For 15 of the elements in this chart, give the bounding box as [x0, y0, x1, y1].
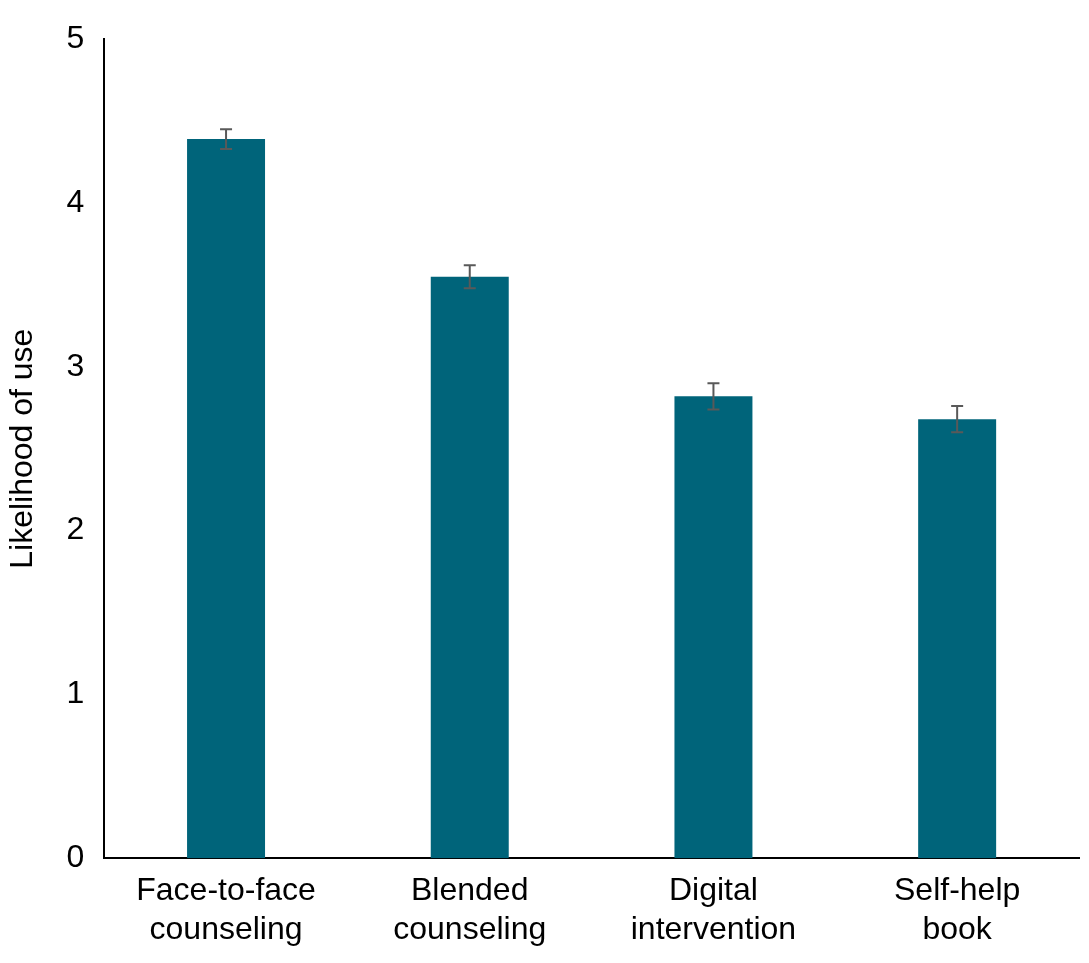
bar: [918, 419, 997, 859]
x-tick-label: Face-to-face counseling: [136, 871, 316, 946]
y-tick-label: 2: [66, 510, 85, 547]
y-tick-label: 0: [66, 838, 85, 875]
y-tick-label: 1: [66, 674, 85, 711]
bar: [187, 139, 266, 859]
x-tick-label: Digital intervention: [630, 871, 797, 946]
x-tick-label: Self-help book: [894, 871, 1021, 946]
y-axis-title: Likelihood of use: [3, 328, 40, 569]
x-tick-label: Blended counseling: [393, 871, 547, 946]
y-tick-label: 5: [66, 19, 85, 56]
bar: [674, 396, 753, 859]
y-tick-label: 3: [66, 346, 85, 383]
bar: [430, 276, 509, 859]
y-tick-label: 4: [66, 182, 85, 219]
